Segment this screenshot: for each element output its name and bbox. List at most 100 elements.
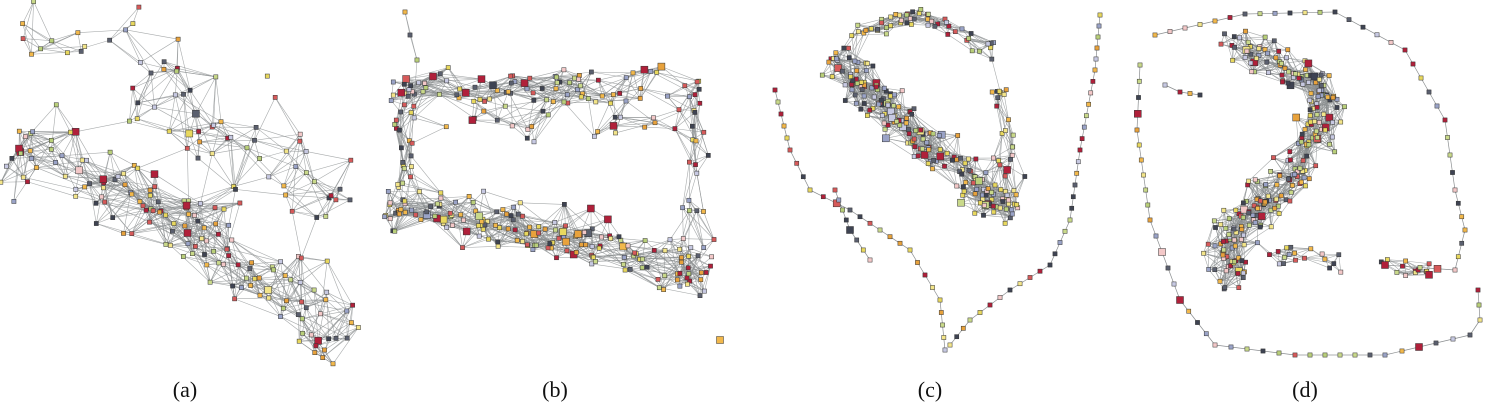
graph-edge xyxy=(176,70,216,78)
graph-edge xyxy=(549,243,574,255)
graph-node xyxy=(608,100,613,106)
graph-edge xyxy=(13,167,37,202)
graph-node xyxy=(82,44,88,49)
graph-node xyxy=(20,174,26,180)
graph-edge xyxy=(425,73,441,88)
graph-edge xyxy=(75,120,130,133)
graph-node xyxy=(531,98,537,103)
graph-node xyxy=(249,260,254,266)
graph-edge xyxy=(285,172,307,196)
graph-node xyxy=(962,160,968,166)
graph-node xyxy=(101,185,106,191)
graph-edge xyxy=(195,113,213,154)
graph-node xyxy=(954,334,960,340)
graph-node xyxy=(1006,197,1011,203)
graph-edge xyxy=(1306,136,1333,157)
graph-node xyxy=(884,25,889,31)
graph-node xyxy=(312,350,318,355)
graph-edge xyxy=(531,126,535,142)
graph-node xyxy=(356,325,361,330)
graph-node xyxy=(554,80,560,86)
graph-node xyxy=(278,259,283,265)
graph-edge xyxy=(987,160,999,189)
graph-node xyxy=(282,273,288,278)
graph-node xyxy=(84,157,89,163)
graph-edge xyxy=(159,211,173,232)
graph-node xyxy=(685,281,690,287)
graph-node xyxy=(846,226,854,234)
graph-node xyxy=(266,174,272,180)
graph-edge xyxy=(96,202,147,211)
graph-edge xyxy=(137,167,155,187)
graph-edge xyxy=(556,238,560,258)
graph-edge xyxy=(109,39,152,74)
graph-edge xyxy=(78,170,104,189)
graph-node xyxy=(579,242,584,248)
graph-edge xyxy=(555,229,579,235)
graph-node xyxy=(477,97,483,102)
graph-edge xyxy=(460,214,479,226)
graph-edge xyxy=(497,110,544,121)
graph-edge xyxy=(688,255,711,267)
graph-node xyxy=(143,207,149,213)
graph-node xyxy=(326,336,331,342)
graph-node xyxy=(395,182,401,187)
graph-node xyxy=(423,85,429,91)
graph-edge xyxy=(597,100,627,132)
graph-node xyxy=(617,91,623,96)
graph-node xyxy=(1074,170,1080,176)
graph-edge xyxy=(952,160,958,187)
graph-edge xyxy=(213,251,233,287)
graph-edge xyxy=(402,182,441,194)
graph-node xyxy=(930,166,935,172)
graph-edge xyxy=(33,1,53,41)
graph-node xyxy=(278,314,283,319)
graph-edge xyxy=(286,150,307,173)
graph-node xyxy=(879,20,884,26)
graph-edge xyxy=(131,190,151,234)
graph-edge xyxy=(259,150,287,159)
graph-edge xyxy=(642,240,646,260)
graph-edge xyxy=(585,236,620,246)
graph-edge xyxy=(246,127,257,148)
graph-node xyxy=(536,230,541,236)
graph-node xyxy=(1009,207,1015,213)
graph-node xyxy=(27,148,33,154)
graph-edge xyxy=(233,147,248,187)
graph-edge xyxy=(406,67,449,80)
graph-node xyxy=(701,129,707,135)
graph-edge xyxy=(653,109,680,119)
graph-node xyxy=(385,189,391,194)
graph-edge xyxy=(489,82,512,100)
graph-node xyxy=(843,217,849,223)
graph-edge xyxy=(233,158,260,187)
graph-edge xyxy=(654,122,675,129)
graph-node xyxy=(924,140,930,146)
graph-node xyxy=(297,138,303,144)
graph-node xyxy=(411,103,417,109)
graph-edge xyxy=(517,231,564,241)
graph-node xyxy=(930,131,936,137)
graph-edge xyxy=(199,141,247,149)
graph-edge xyxy=(23,38,52,42)
graph-node xyxy=(138,60,143,65)
graph-edge xyxy=(168,90,191,132)
graph-edge xyxy=(132,88,138,119)
graph-node xyxy=(800,174,806,180)
graph-edge xyxy=(832,63,868,77)
graph-edge xyxy=(682,207,715,240)
graph-node xyxy=(529,124,535,129)
graph-node xyxy=(204,238,209,244)
graph-edge xyxy=(908,133,930,150)
graph-edge xyxy=(674,128,704,133)
graph-edge xyxy=(983,215,1011,219)
graph-node xyxy=(196,129,201,134)
graph-node xyxy=(705,153,711,158)
graph-edge xyxy=(505,99,547,107)
graph-edge xyxy=(104,201,133,234)
graph-edge xyxy=(226,225,230,250)
graph-edge xyxy=(996,105,1014,136)
graph-node xyxy=(402,102,407,108)
graph-edge xyxy=(1014,176,1026,205)
graph-node xyxy=(322,347,327,353)
